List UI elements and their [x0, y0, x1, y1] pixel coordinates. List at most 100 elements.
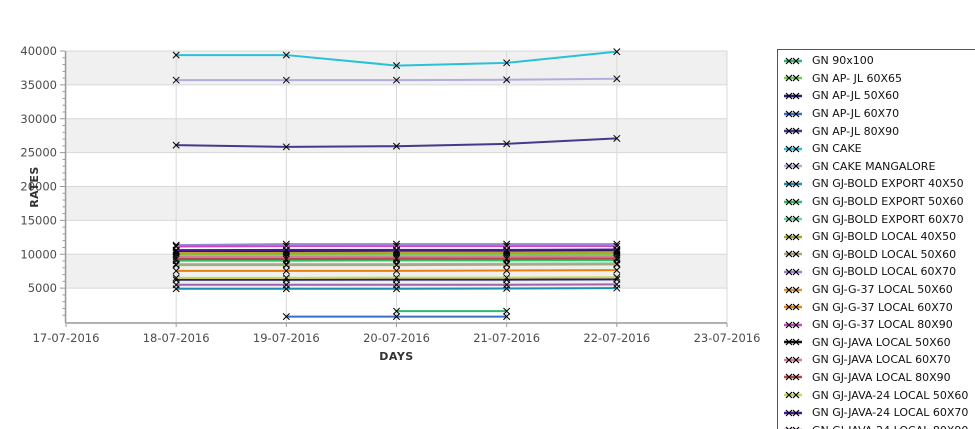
legend-item: GN AP-JL 50X60 [783, 87, 975, 105]
legend-item-label: GN CAKE MANGALORE [812, 159, 936, 173]
legend-item: GN AP-JL 80X90 [783, 122, 975, 140]
legend-marker-icon [784, 110, 802, 118]
legend-item-label: GN AP- JL 60X65 [812, 71, 903, 85]
y-tick-label: 15000 [20, 213, 57, 227]
data-point-marker [172, 246, 180, 254]
rates-line-chart-plot: 5000 10000 15000 20000 25000 30000 35000 40000 1… [20, 44, 761, 363]
legend-item-label: GN GJ-JAVA-24 LOCAL 60X70 [812, 406, 969, 420]
x-tick-label: 18-07-2016 [143, 331, 210, 345]
data-point-marker [503, 266, 511, 275]
legend-marker-icon [784, 409, 802, 417]
data-point-marker [392, 142, 401, 150]
legend-item: GN GJ-BOLD LOCAL 60X70 [783, 263, 975, 281]
legend-item: GN GJ-BOLD LOCAL 40X50 [783, 228, 975, 246]
data-point-marker [282, 260, 290, 268]
y-tick-label: 40000 [20, 44, 57, 58]
legend-item-label: GN AP-JL 50X60 [812, 89, 900, 103]
data-point-marker [613, 260, 621, 268]
legend-item-label: GN GJ-BOLD EXPORT 40X50 [812, 177, 964, 191]
data-point-marker [392, 261, 401, 269]
legend-marker-icon [784, 250, 802, 258]
x-tick-label: 22-07-2016 [583, 331, 650, 345]
data-point-marker [613, 75, 621, 83]
legend-item: GN GJ-JAVA LOCAL 60X70 [783, 351, 975, 369]
y-tick-label: 20000 [20, 180, 57, 194]
legend-item-label: GN AP-JL 60X70 [812, 107, 900, 121]
legend-item-label: GN GJ-G-37 LOCAL 50X60 [812, 283, 953, 297]
data-point-marker [282, 246, 290, 254]
x-tick-label: 21-07-2016 [473, 331, 540, 345]
legend-item-label: GN GJ-BOLD LOCAL 60X70 [812, 265, 957, 279]
legend-item: GN GJ-BOLD EXPORT 40X50 [783, 175, 975, 193]
data-point-marker [172, 281, 180, 289]
legend-item: GN AP-JL 60X70 [783, 105, 975, 123]
data-point-marker [392, 260, 401, 268]
legend-item-label: GN GJ-BOLD LOCAL 50X60 [812, 247, 957, 261]
data-point-marker [613, 280, 621, 288]
legend-marker-icon [784, 391, 802, 399]
legend-marker-icon [784, 180, 802, 188]
data-point-marker [503, 274, 511, 282]
x-tick-label: 23-07-2016 [694, 331, 761, 345]
data-point-marker [503, 307, 511, 315]
legend-item-label: GN CAKE [812, 142, 862, 156]
x-tick-label: 20-07-2016 [363, 331, 430, 345]
data-point-marker [392, 307, 401, 315]
y-tick-label: 25000 [20, 146, 57, 160]
legend-item: GN GJ-G-37 LOCAL 50X60 [783, 281, 975, 299]
data-point-marker [282, 274, 290, 282]
data-point-marker [282, 261, 290, 269]
legend-marker-icon [784, 321, 802, 329]
legend-marker-icon [784, 57, 802, 65]
data-point-marker [282, 51, 290, 59]
data-point-marker [172, 76, 180, 84]
data-point-marker [282, 76, 290, 84]
legend-marker-icon [784, 356, 802, 364]
x-axis-title: DAYS [379, 350, 413, 363]
legend-item: GN GJ-G-37 LOCAL 60X70 [783, 298, 975, 316]
chart-legend: GN 90x100 GN AP- JL 60X65 GN AP-JL 50X60 GN… [777, 49, 975, 429]
data-point-marker [613, 266, 621, 274]
data-point-marker [282, 281, 290, 289]
data-point-marker [503, 255, 511, 263]
legend-item: GN CAKE [783, 140, 975, 158]
data-point-marker [503, 59, 511, 67]
data-point-marker [613, 254, 621, 262]
data-point-marker [282, 255, 290, 263]
legend-item: GN GJ-JAVA-24 LOCAL 60X70 [783, 404, 975, 422]
legend-marker-icon [784, 127, 802, 135]
data-point-marker [392, 313, 401, 321]
data-point-marker [503, 313, 511, 321]
data-point-marker [172, 261, 180, 269]
legend-item-label: GN GJ-JAVA-24 LOCAL 80X90 [812, 424, 968, 429]
legend-item-label: GN GJ-BOLD EXPORT 60X70 [812, 212, 964, 226]
legend-item: GN GJ-BOLD LOCAL 50X60 [783, 246, 975, 264]
data-point-marker [282, 247, 290, 255]
legend-item: GN AP- JL 60X65 [783, 70, 975, 88]
legend-marker-icon [784, 303, 802, 311]
legend-marker-icon [784, 426, 802, 429]
legend-item: GN GJ-JAVA-24 LOCAL 80X90 [783, 421, 975, 429]
data-point-marker [392, 76, 401, 84]
legend-item-label: GN GJ-JAVA-24 LOCAL 50X60 [812, 388, 969, 402]
legend-marker-icon [784, 74, 802, 82]
data-point-marker [613, 48, 621, 56]
data-point-marker [503, 76, 511, 84]
legend-item-label: GN AP-JL 80X90 [812, 124, 900, 138]
data-point-marker [172, 141, 180, 149]
data-point-marker [503, 281, 511, 289]
legend-marker-icon [784, 374, 802, 381]
data-point-marker [503, 246, 511, 254]
legend-marker-icon [784, 198, 802, 205]
legend-item-label: GN GJ-JAVA LOCAL 50X60 [812, 335, 951, 349]
data-point-marker [392, 274, 401, 282]
legend-marker-icon [784, 338, 802, 346]
y-tick-label: 30000 [20, 112, 57, 126]
legend-marker-icon [784, 145, 802, 153]
data-point-marker [392, 246, 401, 254]
data-point-marker [392, 281, 401, 289]
legend-item-label: GN 90x100 [812, 54, 874, 68]
data-point-marker [172, 260, 180, 268]
legend-marker-icon [784, 162, 802, 170]
